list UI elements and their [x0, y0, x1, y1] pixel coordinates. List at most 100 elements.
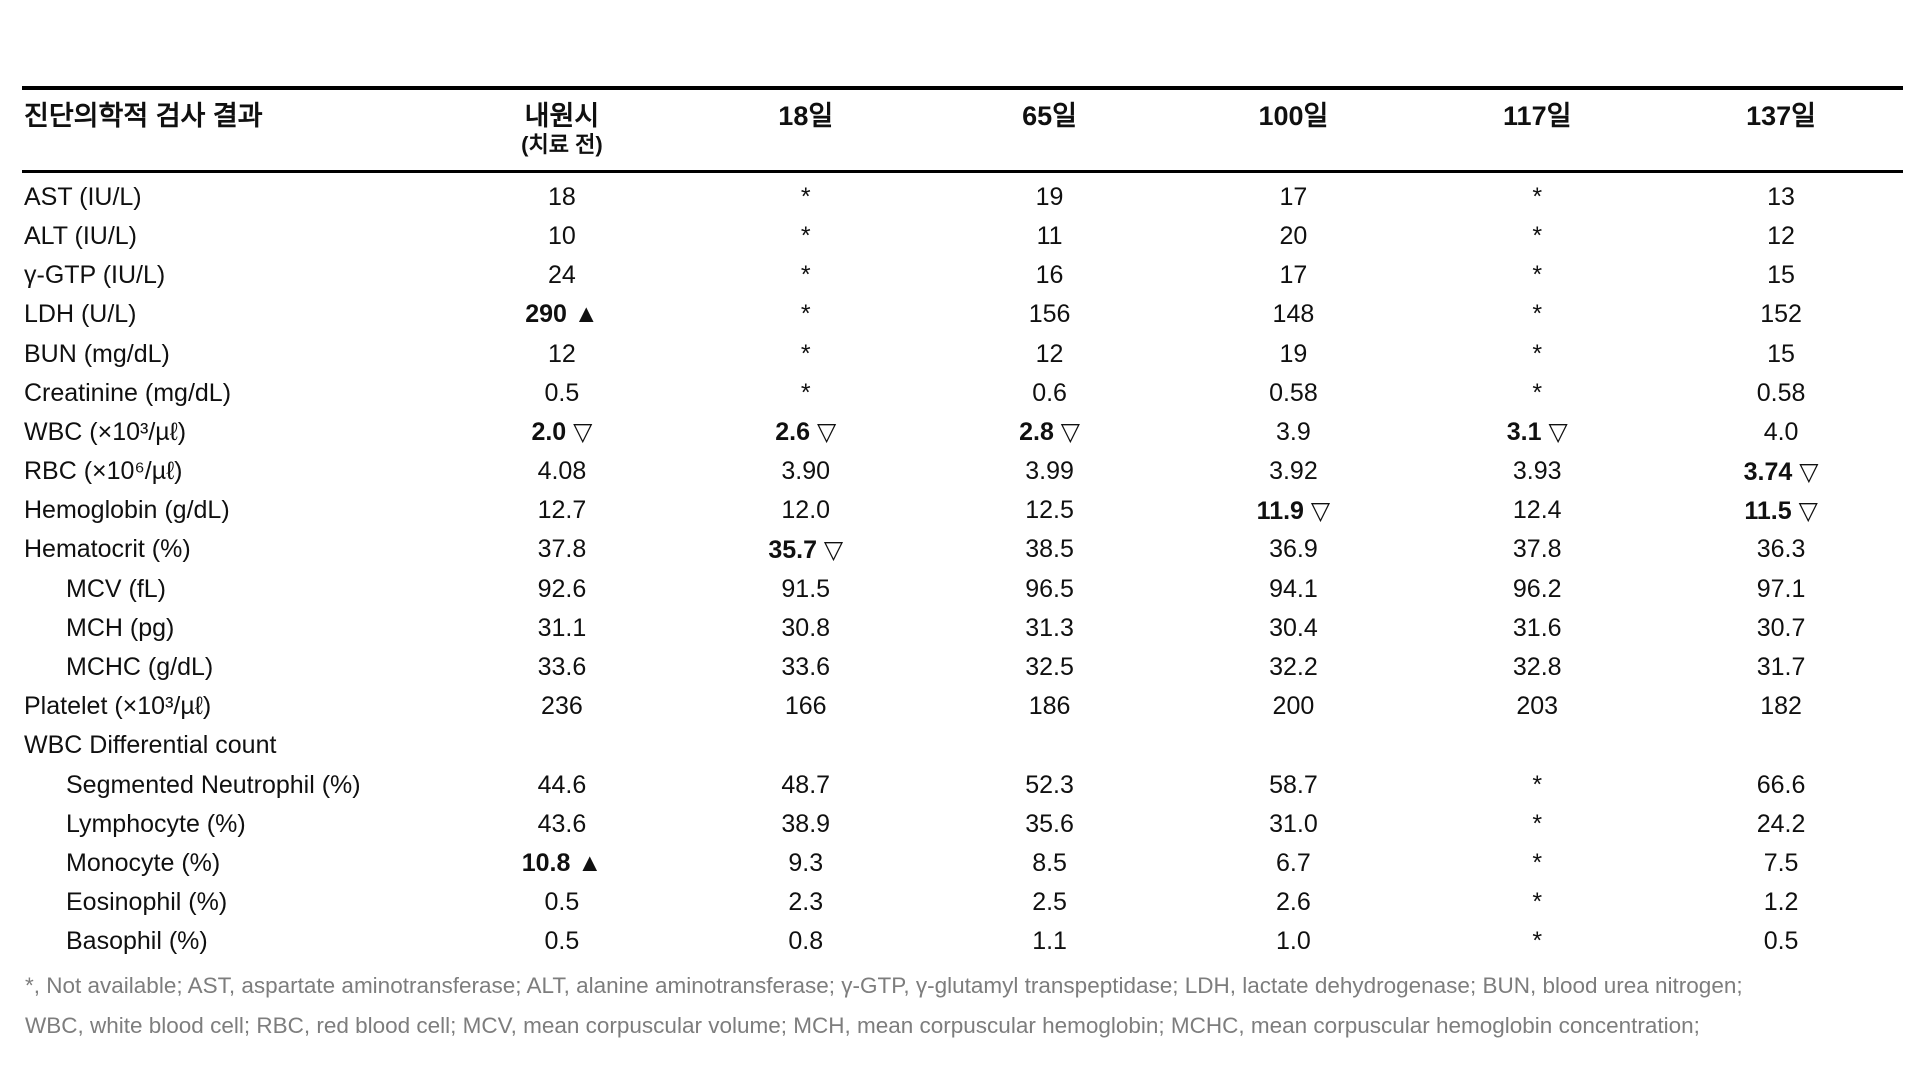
value-cell: 156: [1028, 300, 1071, 329]
value-cell: 11.5 ▽: [1744, 496, 1818, 525]
column-header-day18: 18일: [778, 101, 834, 131]
value-cell: 186: [1028, 692, 1071, 721]
value-cell: 2.6 ▽: [775, 418, 837, 447]
table-row: MCH (pg) 31.1 30.8 31.3 30.4 31.6 30.7: [22, 609, 1903, 648]
value-cell: *: [1532, 848, 1543, 877]
row-label: RBC (×10⁶/µℓ): [24, 457, 183, 486]
table-row: Basophil (%) 0.5 0.8 1.1 1.0 * 0.5: [22, 922, 1903, 961]
value-cell: 2.3: [788, 888, 824, 917]
value-cell: 31.1: [537, 613, 587, 642]
value-cell: 36.3: [1756, 535, 1806, 564]
value-cell: 0.5: [544, 927, 580, 956]
value-cell: 6.7: [1276, 848, 1311, 877]
value-cell: 17: [1279, 182, 1308, 211]
value-cell: 58.7: [1269, 770, 1318, 799]
value-cell: 24: [548, 261, 576, 290]
row-label: Lymphocyte (%): [66, 809, 246, 838]
value-cell: 12.5: [1025, 496, 1074, 525]
value-cell: 10.8 ▲: [521, 848, 603, 877]
value-cell: 0.58: [1269, 378, 1318, 407]
value-cell: 31.3: [1025, 613, 1074, 642]
value-cell: 12: [1767, 221, 1795, 250]
value-cell: *: [1532, 378, 1543, 407]
row-label: LDH (U/L): [24, 300, 137, 329]
row-label: BUN (mg/dL): [24, 339, 170, 368]
table-row: LDH (U/L) 290 ▲ * 156 148 * 152: [22, 295, 1903, 334]
value-cell: 15: [1767, 261, 1795, 290]
value-cell: 12: [548, 339, 576, 368]
table-row: Segmented Neutrophil (%) 44.6 48.7 52.3 58.7…: [22, 766, 1903, 805]
table-title-header: 진단의학적 검사 결과: [24, 101, 263, 131]
value-cell: 2.5: [1032, 888, 1067, 917]
value-cell: 152: [1760, 300, 1802, 329]
value-cell: 290 ▲: [525, 300, 599, 329]
value-cell: 0.6: [1032, 378, 1067, 407]
value-cell: *: [1532, 770, 1543, 799]
value-cell: 10: [548, 221, 576, 250]
column-header-admission-line2: (치료 전): [521, 132, 603, 158]
value-cell: 182: [1760, 692, 1802, 721]
value-cell: 3.9: [1276, 417, 1311, 446]
row-label: MCH (pg): [66, 613, 175, 642]
value-cell: 44.6: [537, 770, 587, 799]
table-row: Platelet (×10³/µℓ) 236 166 186 200 203 182: [22, 687, 1903, 726]
value-cell: 11: [1036, 221, 1063, 250]
value-cell: 48.7: [781, 770, 831, 799]
row-label: WBC Differential count: [24, 731, 277, 760]
value-cell: 4.08: [537, 457, 587, 486]
row-label: Hemoglobin (g/dL): [24, 496, 230, 525]
column-header-day117: 117일: [1503, 101, 1572, 131]
value-cell: 1.2: [1763, 888, 1799, 917]
value-cell: 148: [1272, 300, 1315, 329]
table-row: Lymphocyte (%) 43.6 38.9 35.6 31.0 * 24.2: [22, 805, 1903, 844]
value-cell: 19: [1035, 182, 1064, 211]
value-cell: *: [1532, 888, 1543, 917]
value-cell: *: [1532, 339, 1543, 368]
value-cell: 32.5: [1025, 653, 1074, 682]
value-cell: 97.1: [1756, 574, 1806, 603]
value-cell: 31.0: [1269, 809, 1318, 838]
value-cell: 3.99: [1025, 457, 1074, 486]
footnote-line-1: *, Not available; AST, aspartate aminotr…: [25, 973, 1743, 998]
value-cell: 3.90: [781, 457, 831, 486]
value-cell: 11.9 ▽: [1256, 496, 1331, 525]
value-cell: 2.6: [1276, 888, 1311, 917]
value-cell: 12.4: [1512, 496, 1562, 525]
value-cell: 30.4: [1269, 613, 1318, 642]
row-label: WBC (×10³/µℓ): [24, 417, 187, 446]
value-cell: 32.8: [1512, 653, 1562, 682]
column-header-admission-line1: 내원시: [524, 101, 600, 131]
value-cell: 8.5: [1032, 848, 1067, 877]
value-cell: 2.0 ▽: [531, 418, 593, 447]
value-cell: 15: [1767, 339, 1795, 368]
value-cell: 96.5: [1025, 574, 1074, 603]
value-cell: 0.5: [544, 888, 580, 917]
row-label: Monocyte (%): [66, 848, 221, 877]
value-cell: 3.74 ▽: [1743, 457, 1819, 486]
table-row: γ-GTP (IU/L) 24 * 16 17 * 15: [22, 256, 1903, 295]
value-cell: 32.2: [1269, 653, 1318, 682]
value-cell: 16: [1035, 261, 1064, 290]
value-cell: *: [800, 378, 811, 407]
value-cell: *: [1532, 182, 1543, 211]
value-cell: 19: [1279, 339, 1308, 368]
table-row: BUN (mg/dL) 12 * 12 19 * 15: [22, 334, 1903, 373]
value-cell: 35.7 ▽: [768, 535, 844, 564]
value-cell: *: [1532, 261, 1543, 290]
value-cell: 33.6: [537, 653, 587, 682]
column-header-day137: 137일: [1746, 101, 1817, 131]
value-cell: 12.0: [781, 496, 831, 525]
value-cell: 31.7: [1756, 653, 1806, 682]
value-cell: *: [800, 339, 811, 368]
value-cell: 37.8: [537, 535, 587, 564]
table-row: Monocyte (%) 10.8 ▲ 9.3 8.5 6.7 * 7.5: [22, 844, 1903, 883]
value-cell: 0.5: [1763, 927, 1799, 956]
value-cell: 20: [1279, 221, 1308, 250]
value-cell: *: [1532, 221, 1543, 250]
value-cell: 13: [1767, 182, 1795, 211]
table-row: MCV (fL) 92.6 91.5 96.5 94.1 96.2 97.1: [22, 570, 1903, 609]
value-cell: 0.58: [1756, 378, 1806, 407]
footnote-line-2: WBC, white blood cell; RBC, red blood ce…: [25, 1013, 1700, 1038]
value-cell: 91.5: [781, 574, 831, 603]
